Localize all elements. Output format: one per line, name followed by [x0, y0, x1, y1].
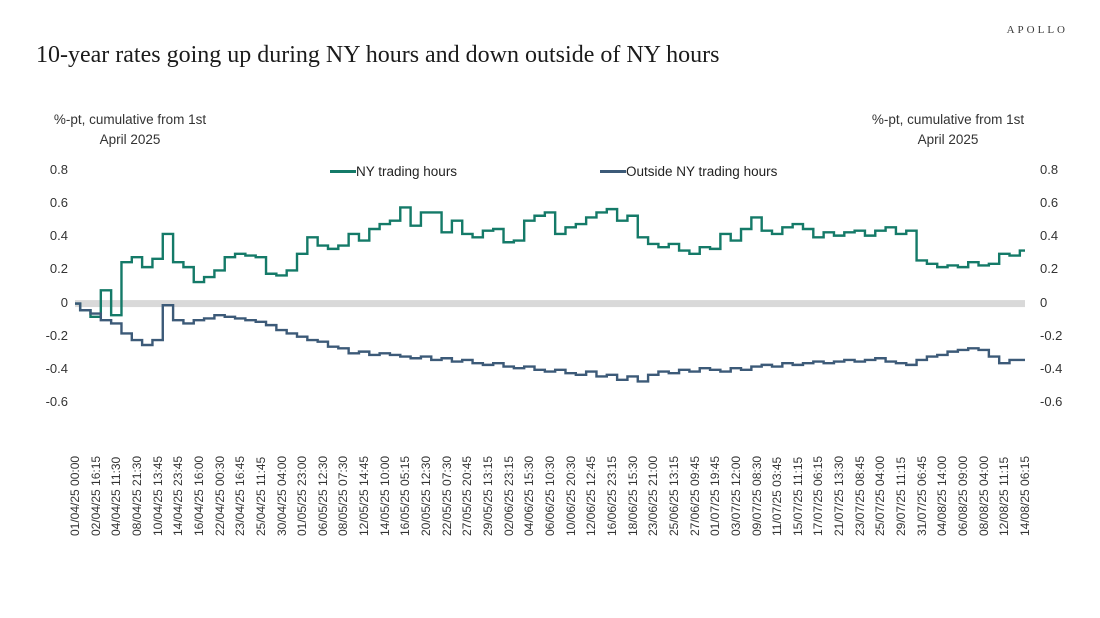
x-tick-label: 02/06/25 23:15 [501, 455, 516, 536]
y-tick-label-right: 0 [1040, 294, 1048, 310]
x-tick-label: 23/06/25 21:00 [646, 455, 661, 536]
x-tick-label: 08/08/25 04:00 [976, 455, 991, 536]
y-tick-label-right: 0.6 [1040, 195, 1059, 211]
y-tick-label-left: 0.8 [49, 162, 68, 177]
unit-label-right-line2: April 2025 [917, 132, 979, 147]
x-tick-label: 25/07/25 04:00 [873, 455, 888, 536]
x-tick-label: 12/05/25 14:45 [357, 455, 372, 536]
x-tick-label: 08/04/25 21:30 [129, 455, 144, 536]
x-tick-label: 02/04/25 16:15 [88, 455, 103, 536]
x-tick-label: 20/05/25 12:30 [419, 455, 434, 536]
unit-label-left-line1: %-pt, cumulative from 1st [53, 112, 207, 127]
y-tick-label-right: -0.2 [1040, 327, 1063, 343]
x-tick-label: 04/04/25 11:30 [109, 456, 124, 536]
y-tick-label-right: 0.2 [1040, 261, 1059, 277]
x-tick-label: 30/04/25 04:00 [274, 455, 289, 536]
unit-label-left: %-pt, cumulative from 1st April 2025 [40, 110, 220, 150]
x-tick-label: 16/04/25 16:00 [191, 455, 206, 536]
apollo-logo: APOLLO [1006, 24, 1068, 36]
legend-swatch-ny-trading-hours [330, 170, 356, 173]
y-tick-label-left: 0 [60, 294, 68, 310]
y-tick-label-right: 0.4 [1040, 228, 1059, 244]
x-tick-label: 12/08/25 11:15 [997, 456, 1012, 536]
x-tick-label: 10/04/25 13:45 [150, 455, 165, 536]
x-tick-label: 29/07/25 11:15 [894, 456, 909, 536]
y-tick-label-left: 0.6 [49, 195, 68, 211]
x-tick-label: 09/07/25 08:30 [749, 455, 764, 536]
x-tick-label: 04/06/25 15:30 [522, 455, 537, 536]
y-tick-label-right: -0.4 [1040, 360, 1063, 376]
x-tick-label: 06/06/25 10:30 [543, 455, 557, 536]
x-tick-label: 21/07/25 13:30 [832, 455, 847, 536]
x-tick-label: 27/06/25 09:45 [687, 455, 702, 536]
x-tick-label: 14/04/25 23:45 [171, 455, 186, 536]
unit-label-right-line1: %-pt, cumulative from 1st [871, 112, 1025, 127]
x-tick-label: 06/05/25 12:30 [315, 455, 330, 536]
y-tick-label-right: 0.8 [1040, 162, 1059, 177]
zero-line [75, 300, 1025, 308]
x-tick-label: 16/05/25 05:15 [398, 455, 413, 536]
y-tick-label-left: 0.4 [49, 228, 68, 244]
x-tick-label: 29/05/25 13:15 [481, 455, 496, 536]
legend-label-outside-ny-trading-hours: Outside NY trading hours [626, 164, 778, 179]
unit-label-left-line2: April 2025 [99, 132, 161, 147]
x-tick-label: 16/06/25 23:15 [604, 455, 619, 536]
x-tick-label: 01/07/25 19:45 [708, 455, 723, 536]
x-tick-label: 03/07/25 12:00 [728, 455, 743, 536]
x-tick-label: 27/05/25 20:45 [460, 455, 475, 536]
ny-hours-line [75, 206, 1025, 319]
x-tick-label: 17/07/25 06:15 [811, 455, 826, 536]
legend-item-ny-trading-hours: NY trading hours [330, 164, 457, 179]
x-tick-label: 06/08/25 09:00 [956, 455, 971, 536]
outside-ny-hours-line [75, 302, 1025, 383]
x-tick-label: 12/06/25 12:45 [584, 455, 599, 536]
x-tick-label: 11/07/25 03:45 [770, 456, 785, 536]
unit-label-right: %-pt, cumulative from 1st April 2025 [858, 110, 1038, 150]
y-tick-label-left: -0.4 [45, 360, 68, 376]
x-tick-label: 14/08/25 06:15 [1018, 455, 1032, 536]
legend-item-outside-ny-trading-hours: Outside NY trading hours [600, 164, 777, 179]
legend-swatch-outside-ny-trading-hours [600, 170, 626, 173]
legend-label-ny-trading-hours: NY trading hours [356, 164, 458, 179]
x-tick-label: 31/07/25 06:45 [914, 455, 929, 536]
x-tick-label: 04/08/25 14:00 [935, 455, 950, 536]
x-tick-label: 18/06/25 15:30 [625, 455, 640, 536]
x-tick-label: 15/07/25 11:15 [790, 456, 805, 536]
y-tick-label-left: -0.2 [45, 327, 68, 343]
x-tick-label: 23/07/25 08:45 [852, 455, 867, 536]
x-tick-label: 10/06/25 20:30 [563, 455, 578, 536]
chart-title: 10-year rates going up during NY hours a… [36, 42, 720, 68]
x-tick-label: 22/04/25 00:30 [212, 455, 227, 536]
y-tick-label-right: -0.6 [1040, 394, 1063, 409]
x-tick-label: 23/04/25 16:45 [233, 455, 248, 536]
y-tick-label-left: -0.6 [45, 394, 68, 409]
x-tick-label: 25/06/25 13:15 [666, 455, 681, 536]
x-tick-label: 08/05/25 07:30 [336, 455, 351, 536]
x-tick-label: 01/04/25 00:00 [68, 455, 82, 536]
x-tick-label: 25/04/25 11:45 [253, 456, 268, 536]
x-tick-label: 22/05/25 07:30 [439, 455, 454, 536]
x-tick-label: 14/05/25 10:00 [377, 455, 392, 536]
y-tick-label-left: 0.2 [49, 261, 68, 277]
x-tick-label: 01/05/25 23:00 [295, 455, 310, 536]
